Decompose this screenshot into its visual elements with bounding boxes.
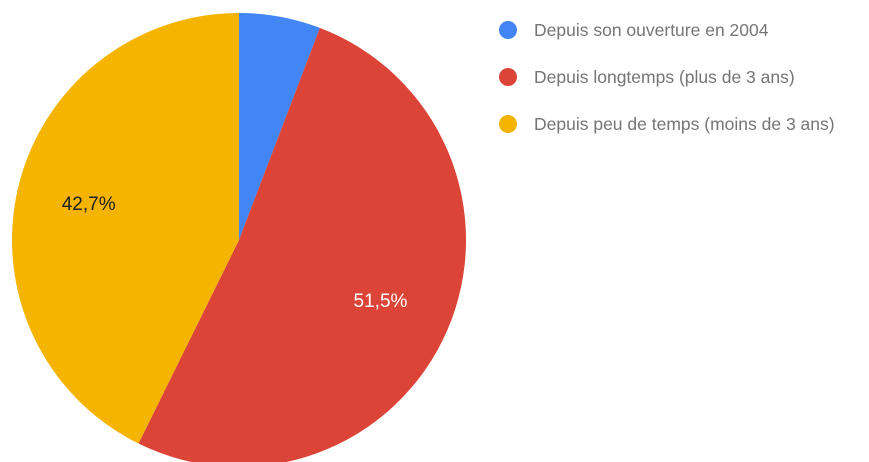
pie-slice [138,27,466,462]
legend-swatch [499,21,517,39]
pie-slice [12,12,239,444]
legend-swatch [499,68,517,86]
legend-label: Depuis longtemps (plus de 3 ans) [534,67,795,87]
legend-label: Depuis peu de temps (moins de 3 ans) [534,114,835,134]
legend-item: Depuis son ouverture en 2004 [497,18,847,42]
legend-item: Depuis peu de temps (moins de 3 ans) [497,112,847,136]
data-label: 51,5% [354,291,408,312]
pie-slice [239,13,320,240]
legend: Depuis son ouverture en 2004 Depuis longt… [497,18,847,159]
data-label: 42,7% [62,194,116,215]
legend-label: Depuis son ouverture en 2004 [534,20,769,40]
legend-item: Depuis longtemps (plus de 3 ans) [497,65,847,89]
legend-swatch [499,115,517,133]
